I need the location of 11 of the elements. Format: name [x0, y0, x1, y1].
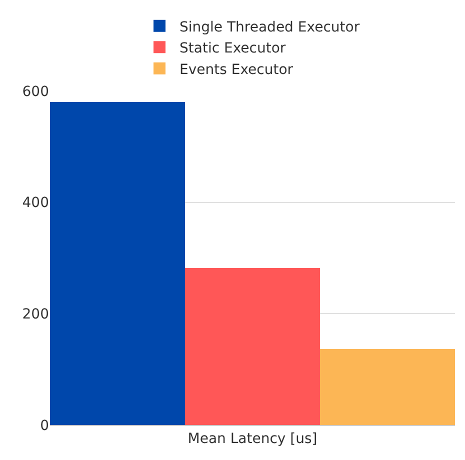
legend-label: Static Executor: [180, 40, 286, 57]
y-tick-label: 0: [40, 418, 49, 434]
y-tick-label: 600: [22, 84, 49, 100]
legend-label: Single Threaded Executor: [180, 19, 360, 36]
bar: [185, 268, 320, 425]
bar: [50, 102, 185, 425]
legend-label: Events Executor: [180, 62, 294, 78]
x-tick-label: Mean Latency [us]: [188, 430, 318, 447]
y-tick-label: 200: [22, 306, 49, 323]
bar: [320, 349, 455, 425]
y-tick-label: 400: [22, 195, 49, 212]
